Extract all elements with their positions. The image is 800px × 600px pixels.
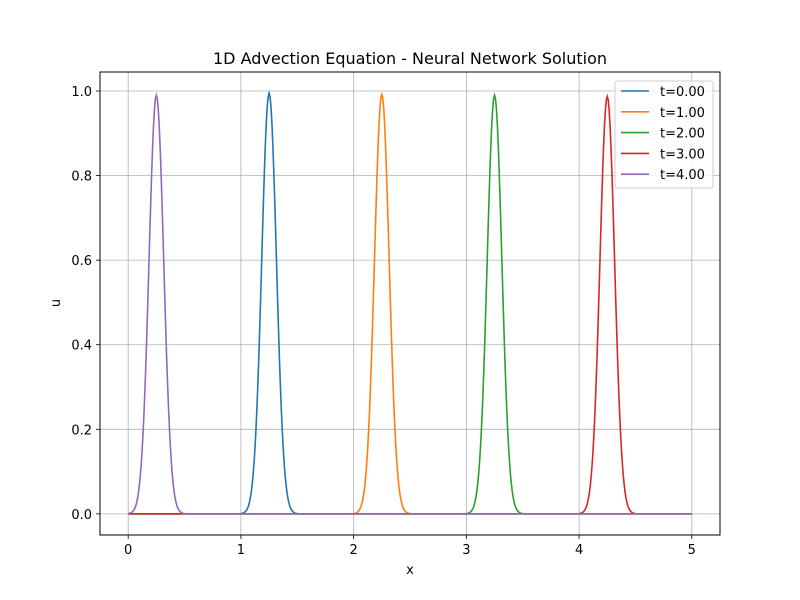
- y-tick-label: 0.2: [71, 423, 92, 438]
- legend-label: t=4.00: [660, 168, 705, 183]
- y-tick-label: 1.0: [71, 85, 92, 100]
- legend: t=0.00 t=1.00 t=2.00 t=3.00 t=4.00: [614, 80, 714, 189]
- y-tick-label: 0.4: [71, 339, 92, 354]
- legend-box: [614, 80, 714, 189]
- x-tick-label: 0: [124, 543, 132, 558]
- chart-title: 1D Advection Equation - Neural Network S…: [213, 49, 607, 68]
- series-line-4: [128, 92, 692, 515]
- y-tick-label: 0.0: [71, 508, 92, 523]
- x-tick-label: 4: [575, 543, 583, 558]
- legend-label: t=1.00: [660, 106, 705, 121]
- legend-label: t=3.00: [660, 147, 705, 162]
- x-tick-label: 2: [349, 543, 357, 558]
- x-axis-label: x: [406, 563, 414, 578]
- x-tick-label: 3: [462, 543, 470, 558]
- y-tick-label: 0.6: [71, 254, 92, 269]
- x-tick-label: 5: [688, 543, 696, 558]
- legend-label: t=2.00: [660, 127, 705, 142]
- y-axis-label: u: [49, 299, 64, 307]
- legend-label: t=0.00: [660, 85, 705, 100]
- x-tick-label: 1: [237, 543, 245, 558]
- series-lines: [128, 90, 692, 515]
- y-tick-label: 0.8: [71, 170, 92, 185]
- axis-ticks: 0 1 2 3 4 5 0.0 0.2 0.4 0.6 0.8 1.0: [71, 85, 696, 558]
- plot-frame: [99, 71, 721, 536]
